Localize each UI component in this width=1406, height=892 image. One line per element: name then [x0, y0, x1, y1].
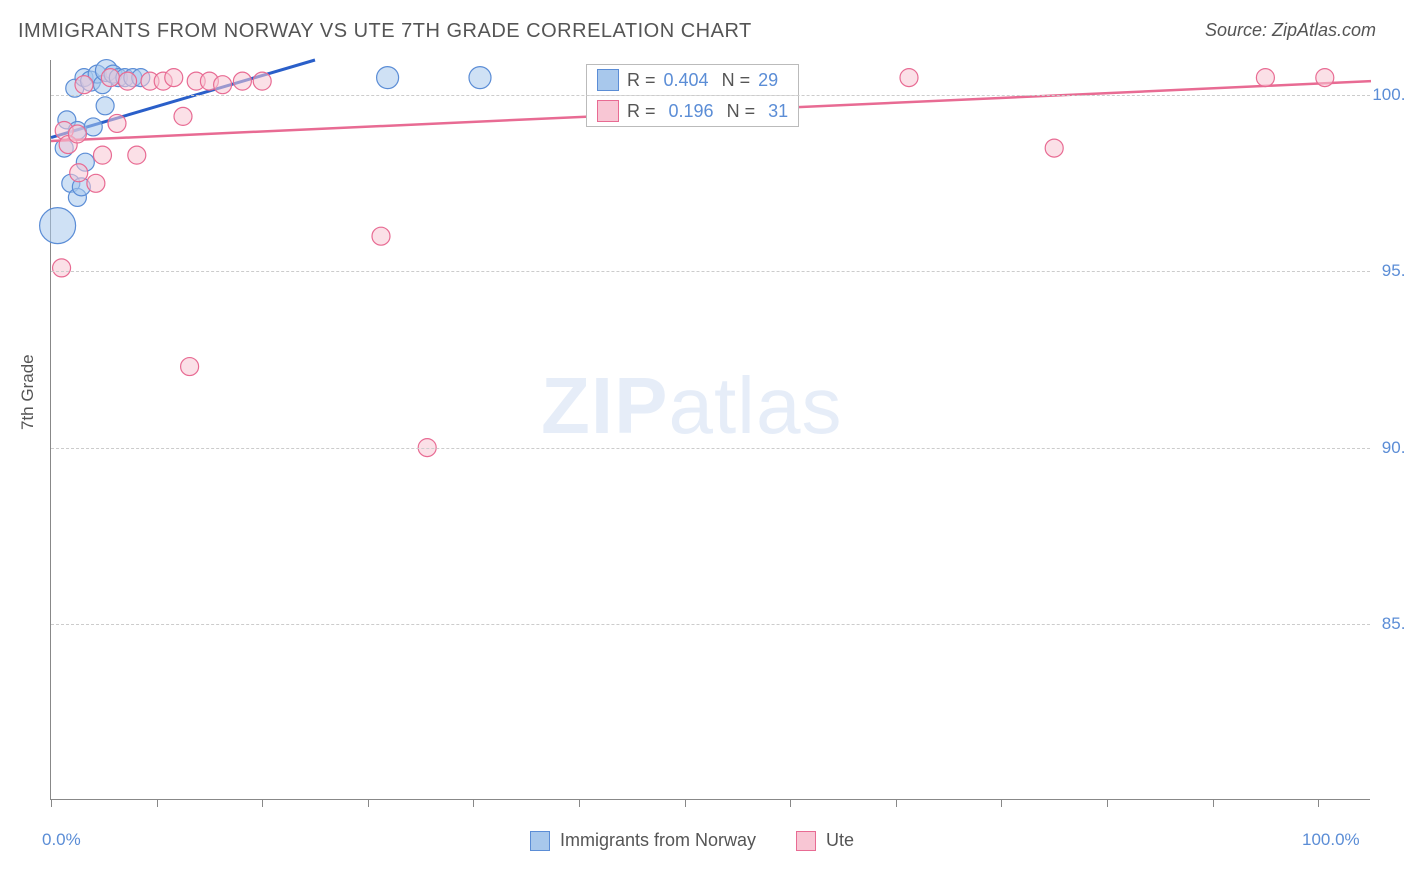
data-point	[1316, 69, 1334, 87]
legend-r-value-norway: 0.404	[664, 70, 709, 91]
y-tick-label: 95.0%	[1382, 261, 1406, 281]
x-tick	[1213, 799, 1214, 807]
bottom-swatch-norway	[530, 831, 550, 851]
chart-header: IMMIGRANTS FROM NORWAY VS UTE 7TH GRADE …	[0, 0, 1406, 53]
legend-r-label: R =	[627, 70, 656, 91]
bottom-swatch-ute	[796, 831, 816, 851]
legend-row-norway: R = 0.404 N = 29	[587, 65, 798, 95]
data-point	[75, 76, 93, 94]
x-tick	[1001, 799, 1002, 807]
y-tick-label: 90.0%	[1382, 438, 1406, 458]
data-point	[174, 107, 192, 125]
data-point	[469, 67, 491, 89]
data-point	[70, 164, 88, 182]
data-point	[1045, 139, 1063, 157]
data-point	[93, 146, 111, 164]
x-tick	[790, 799, 791, 807]
data-point	[214, 76, 232, 94]
legend-r-label: R =	[627, 101, 656, 122]
legend-row-ute: R = 0.196 N = 31	[587, 95, 798, 126]
x-tick	[1107, 799, 1108, 807]
source-attribution: Source: ZipAtlas.com	[1205, 20, 1376, 41]
scatter-svg	[51, 60, 1370, 799]
legend-n-value-ute: 31	[763, 101, 788, 122]
legend-swatch-norway	[597, 69, 619, 91]
y-tick-label: 100.0%	[1372, 85, 1406, 105]
data-point	[87, 174, 105, 192]
data-point	[119, 72, 137, 90]
bottom-legend: Immigrants from Norway Ute	[530, 830, 854, 851]
gridline	[51, 95, 1370, 96]
data-point	[165, 69, 183, 87]
x-tick	[1318, 799, 1319, 807]
data-point	[1256, 69, 1274, 87]
bottom-label-norway: Immigrants from Norway	[560, 830, 756, 851]
data-point	[253, 72, 271, 90]
legend-swatch-ute	[597, 100, 619, 122]
gridline	[51, 624, 1370, 625]
data-point	[128, 146, 146, 164]
x-tick	[262, 799, 263, 807]
data-point	[108, 114, 126, 132]
legend-r-value-ute: 0.196	[664, 101, 714, 122]
y-axis-title: 7th Grade	[18, 354, 38, 430]
x-tick	[473, 799, 474, 807]
y-tick-label: 85.0%	[1382, 614, 1406, 634]
data-point	[181, 358, 199, 376]
x-tick	[368, 799, 369, 807]
x-axis-min-label: 0.0%	[42, 830, 81, 850]
x-axis-max-label: 100.0%	[1302, 830, 1360, 850]
chart-plot-area: ZIPatlas R = 0.404 N = 29 R = 0.196 N = …	[50, 60, 1370, 800]
data-point	[372, 227, 390, 245]
data-point	[377, 67, 399, 89]
data-point	[900, 69, 918, 87]
data-point	[233, 72, 251, 90]
x-tick	[685, 799, 686, 807]
data-point	[40, 208, 76, 244]
x-tick	[579, 799, 580, 807]
data-point	[96, 97, 114, 115]
data-point	[53, 259, 71, 277]
x-tick	[896, 799, 897, 807]
chart-title: IMMIGRANTS FROM NORWAY VS UTE 7TH GRADE …	[18, 20, 752, 43]
gridline	[51, 271, 1370, 272]
data-point	[68, 125, 86, 143]
data-point	[101, 69, 119, 87]
legend-n-value-norway: 29	[758, 70, 778, 91]
legend-n-label: N =	[722, 101, 756, 122]
legend-n-label: N =	[717, 70, 751, 91]
x-tick	[51, 799, 52, 807]
bottom-label-ute: Ute	[826, 830, 854, 851]
gridline	[51, 448, 1370, 449]
x-tick	[157, 799, 158, 807]
